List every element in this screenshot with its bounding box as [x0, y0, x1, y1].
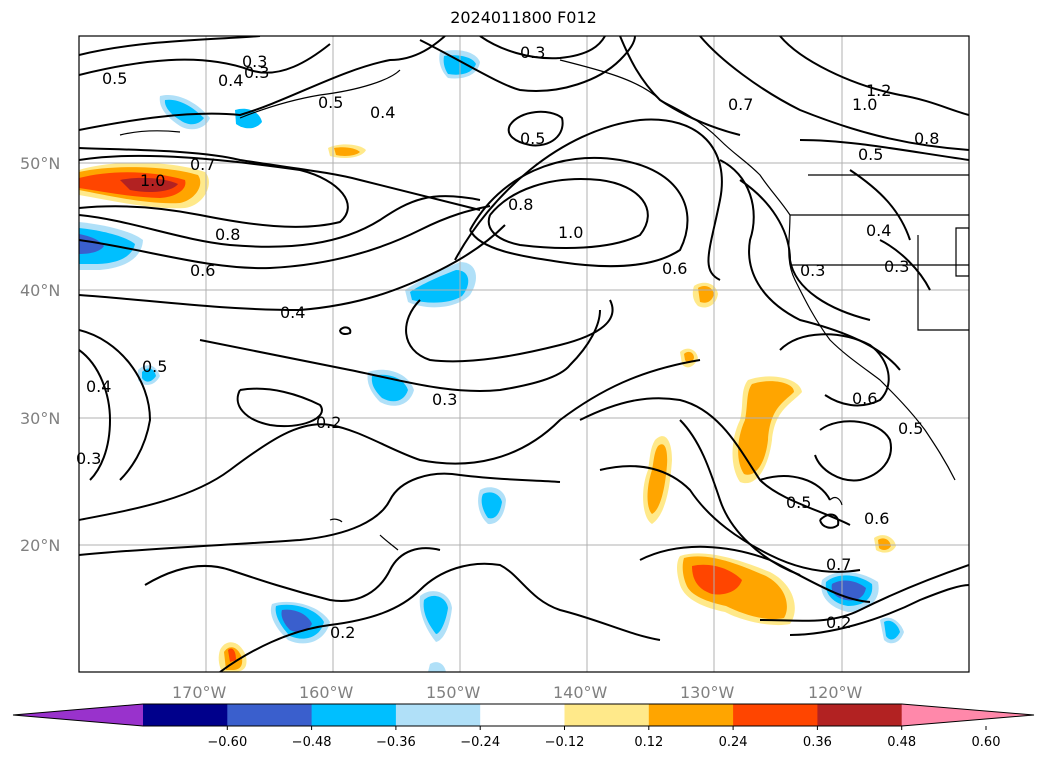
colorbar-tick-label: −0.60	[207, 735, 247, 750]
contour-label: 0.4	[218, 71, 243, 90]
contour-label: 1.0	[852, 95, 877, 114]
map-title: 2024011800 F012	[450, 8, 597, 27]
lon-label-140w: 140°W	[553, 683, 608, 702]
contour-label: 0.3	[432, 390, 457, 409]
colorbar-segment	[733, 704, 818, 726]
contour-label: 0.5	[142, 357, 167, 376]
colorbar-segment	[564, 704, 650, 726]
contour-label-group: 0.5 0.4 0.3 0.3 0.5 0.4 0.3 0.5 0.7 1.2 …	[76, 43, 939, 642]
lat-label-30n: 30°N	[20, 409, 60, 428]
contour-label: 0.5	[520, 129, 545, 148]
contour-label: 0.5	[898, 419, 923, 438]
coastlines	[119, 59, 969, 551]
colorbar-tick-label: 0.48	[887, 735, 916, 750]
latitude-labels: 50°N 40°N 30°N 20°N	[20, 154, 60, 555]
contour-label: 0.5	[318, 93, 343, 112]
contour-label: 1.0	[558, 223, 583, 242]
colorbar-extend-low	[13, 704, 143, 726]
colorbar-extend-high	[901, 704, 1034, 726]
colorbar-segment	[311, 704, 397, 726]
contour-label: 0.5	[786, 493, 811, 512]
lon-label-150w: 150°W	[426, 683, 481, 702]
contour-label: 0.5	[102, 69, 127, 88]
lon-label-170w: 170°W	[172, 683, 227, 702]
contour-label: 0.3	[244, 63, 269, 82]
colorbar-tick-label: 0.36	[803, 735, 832, 750]
map-gridlines	[79, 36, 969, 672]
colorbar: −0.60 −0.48 −0.36 −0.24 −0.12 0.12 0.24 0.36 0.4…	[12, 703, 1035, 750]
colorbar-segment	[143, 704, 228, 726]
contour-label: 0.3	[800, 261, 825, 280]
contour-label: 0.6	[864, 509, 889, 528]
contour-label: 0.4	[86, 377, 111, 396]
contour-label: 0.2	[826, 613, 851, 632]
contour-label: 0.2	[316, 413, 341, 432]
colorbar-outline	[12, 703, 1035, 727]
colorbar-segment	[395, 704, 481, 726]
contour-label: 0.3	[76, 449, 101, 468]
lon-label-130w: 130°W	[680, 683, 735, 702]
contour-label: 0.8	[508, 195, 533, 214]
colorbar-segment	[817, 704, 903, 726]
longitude-labels: 170°W 160°W 150°W 140°W 130°W 120°W	[172, 683, 863, 702]
lat-label-40n: 40°N	[20, 281, 60, 300]
contour-label: 0.6	[190, 261, 215, 280]
shaded-anomalies	[79, 50, 904, 672]
colorbar-segment	[480, 704, 565, 726]
contour-label: 0.7	[826, 555, 851, 574]
contour-label: 0.2	[330, 623, 355, 642]
contour-label: 0.4	[866, 221, 891, 240]
contour-label: 0.4	[370, 103, 395, 122]
colorbar-tick-label: 0.60	[972, 735, 1001, 750]
colorbar-tick-label: −0.24	[460, 735, 500, 750]
colorbar-tick-label: −0.48	[292, 735, 332, 750]
contour-label: 0.5	[858, 145, 883, 164]
contour-label: 0.8	[215, 225, 240, 244]
lon-label-160w: 160°W	[299, 683, 354, 702]
lat-label-50n: 50°N	[20, 154, 60, 173]
contour-label: 1.2	[866, 81, 891, 100]
contour-label: 0.7	[190, 155, 215, 174]
colorbar-segment	[648, 704, 734, 726]
contour-label: 0.4	[280, 303, 305, 322]
lat-label-20n: 20°N	[20, 536, 60, 555]
contour-lines	[79, 36, 969, 672]
colorbar-tick-label: −0.12	[545, 735, 585, 750]
contour-label: 0.3	[520, 43, 545, 62]
contour-label: 0.7	[728, 95, 753, 114]
colorbar-tick-label: −0.36	[376, 735, 416, 750]
contour-label: 0.8	[914, 129, 939, 148]
contour-label: 0.6	[662, 259, 687, 278]
lon-label-120w: 120°W	[808, 683, 863, 702]
contour-label: 0.6	[852, 389, 877, 408]
colorbar-tick-label: 0.24	[719, 735, 748, 750]
colorbar-segment	[227, 704, 313, 726]
colorbar-tick-label: 0.12	[634, 735, 663, 750]
contour-label: 0.3	[242, 52, 267, 71]
contour-label: 0.3	[884, 257, 909, 276]
contour-label: 1.0	[140, 171, 165, 190]
